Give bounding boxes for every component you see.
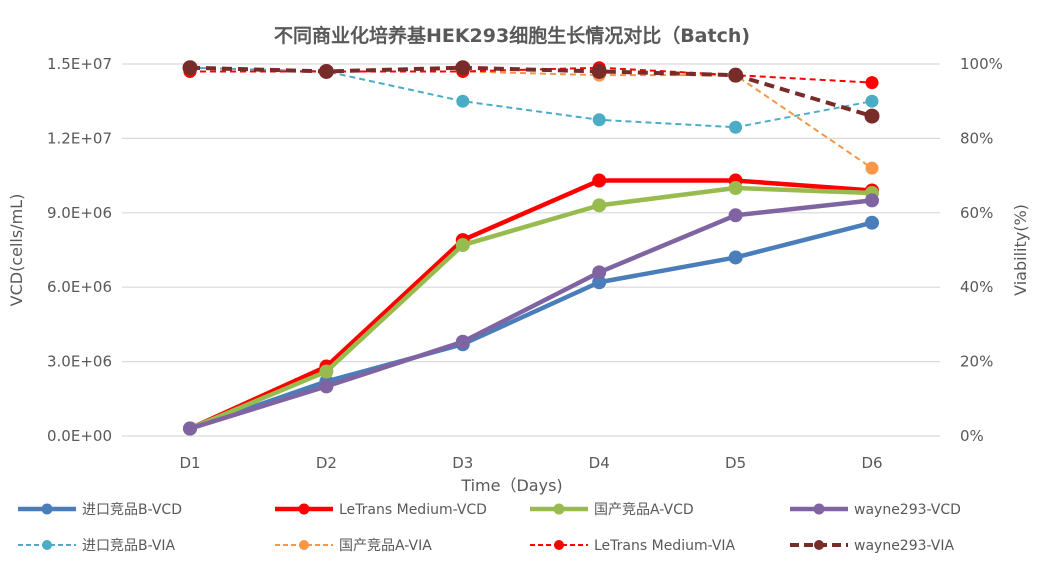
y-tick-label: 1.5E+07 — [47, 55, 112, 73]
data-point — [592, 275, 607, 290]
y2-axis-ticks: 0% 20% 40% 60% 80% 100% — [960, 55, 1003, 445]
data-point — [456, 94, 470, 108]
series-group — [182, 60, 880, 436]
legend-label: 国产竞品A-VIA — [339, 537, 432, 554]
data-point — [865, 215, 879, 230]
x-tick-label: D5 — [725, 454, 746, 472]
data-point — [865, 161, 879, 175]
legend-swatch-marker — [813, 503, 825, 515]
series-line — [189, 185, 873, 431]
data-point — [183, 421, 197, 436]
data-point — [865, 76, 879, 90]
y2-tick-label: 80% — [960, 129, 993, 147]
x-tick-label: D4 — [589, 454, 610, 472]
gridlines — [122, 63, 940, 437]
y-tick-label: 3.0E+06 — [47, 353, 112, 371]
legend-item[interactable]: 国产竞品A-VIA — [275, 537, 432, 554]
legend-swatch-marker — [41, 503, 53, 515]
data-point — [728, 208, 743, 223]
data-point — [592, 265, 607, 280]
chart-title: 不同商业化培养基HEK293细胞生长情况对比（Batch) — [274, 24, 750, 47]
series-5 — [183, 64, 879, 175]
y-axis-ticks: 0.0E+00 3.0E+06 6.0E+06 9.0E+06 1.2E+07 1.5E+… — [47, 55, 112, 445]
x-axis-label: Time（Days) — [460, 476, 562, 495]
y2-tick-label: 40% — [960, 278, 993, 296]
legend-label: 进口竞品B-VIA — [82, 537, 176, 554]
series-line — [189, 220, 873, 431]
y2-axis-label: Viability(%) — [1011, 204, 1030, 296]
data-point — [864, 108, 880, 124]
legend-swatch-marker — [298, 503, 310, 515]
series-line — [189, 66, 873, 129]
legend-item[interactable]: LeTrans Medium-VCD — [275, 502, 487, 518]
data-point — [592, 113, 606, 127]
legend-item[interactable]: wayne293-VCD — [790, 502, 961, 518]
legend-swatch-marker — [554, 540, 564, 550]
data-point — [592, 173, 607, 188]
legend-label: 进口竞品B-VCD — [82, 501, 182, 518]
y2-tick-label: 20% — [960, 353, 993, 371]
y-tick-label: 1.2E+07 — [47, 129, 112, 147]
data-point — [592, 198, 607, 213]
series-0 — [183, 215, 879, 436]
data-point — [591, 63, 607, 79]
y2-tick-label: 100% — [960, 55, 1003, 73]
series-7 — [182, 60, 880, 124]
x-tick-label: D6 — [861, 454, 882, 472]
legend-swatch-marker — [814, 540, 824, 550]
legend-swatch-marker — [299, 540, 309, 550]
data-point — [318, 63, 334, 79]
x-tick-label: D2 — [316, 454, 337, 472]
y-tick-label: 6.0E+06 — [47, 278, 112, 296]
legend-label: LeTrans Medium-VCD — [339, 502, 487, 518]
legend-item[interactable]: 进口竞品B-VCD — [18, 501, 182, 518]
data-point — [865, 193, 879, 208]
data-point — [728, 181, 743, 195]
series-line — [189, 178, 873, 431]
data-point — [455, 334, 470, 349]
series-3 — [183, 193, 879, 436]
data-point — [729, 120, 743, 134]
legend-item[interactable]: LeTrans Medium-VIA — [530, 538, 736, 554]
legend-item[interactable]: wayne293-VIA — [790, 538, 954, 554]
legend-swatch-marker — [42, 540, 52, 550]
data-point — [182, 60, 198, 76]
y-axis-label: VCD(cells/mL) — [7, 194, 26, 307]
data-point — [319, 364, 334, 379]
y-tick-label: 9.0E+06 — [47, 204, 112, 222]
legend-label: LeTrans Medium-VIA — [594, 538, 736, 554]
data-point — [319, 379, 334, 394]
legend-item[interactable]: 国产竞品A-VCD — [530, 501, 694, 518]
x-tick-label: D3 — [452, 454, 473, 472]
data-point — [455, 60, 471, 76]
y2-tick-label: 60% — [960, 204, 993, 222]
legend-item[interactable]: 进口竞品B-VIA — [18, 537, 176, 554]
x-axis-ticks: D1 D2 D3 D4 D5 D6 — [179, 454, 882, 472]
legend-label: wayne293-VIA — [854, 538, 954, 554]
series-line — [189, 65, 873, 118]
y-tick-label: 0.0E+00 — [47, 427, 112, 445]
legend-label: wayne293-VCD — [854, 502, 961, 518]
data-point — [455, 238, 470, 253]
data-point — [865, 94, 879, 108]
series-line — [189, 198, 873, 431]
legend-swatch-marker — [553, 503, 565, 515]
data-point — [728, 250, 743, 265]
legend: 进口竞品B-VCD LeTrans Medium-VCD 国产竞品A-VCD wayn… — [18, 501, 961, 554]
y2-tick-label: 0% — [960, 427, 984, 445]
legend-label: 国产竞品A-VCD — [594, 501, 694, 518]
data-point — [728, 67, 744, 83]
x-tick-label: D1 — [179, 454, 200, 472]
